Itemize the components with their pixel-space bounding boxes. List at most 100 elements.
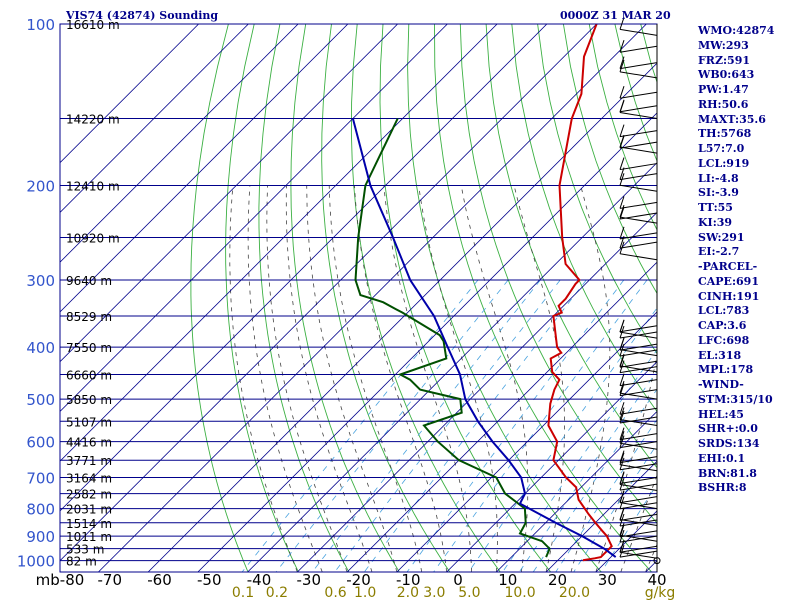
height-label: 6660 m (66, 369, 112, 383)
wind-barb-flag (619, 86, 625, 99)
index-item: SW:291 (698, 230, 745, 244)
wind-barb (619, 483, 658, 491)
wind-barb (619, 407, 658, 415)
index-item: TH:5768 (698, 127, 752, 141)
wind-barb-flag (619, 320, 625, 333)
wind-barb (619, 464, 658, 472)
isotherm (60, 24, 498, 462)
isotherm (60, 24, 548, 512)
wind-barb-flag (619, 402, 625, 415)
wind-barb (619, 463, 658, 471)
wind-barb (619, 343, 658, 351)
temperature-tick-label: -40 (247, 571, 272, 589)
wind-barb (619, 62, 658, 70)
wind-barb (619, 535, 658, 543)
isotherm (346, 261, 657, 572)
sounding-date: 0000Z 31 MAR 20 (560, 9, 671, 22)
pressure-tick-label: 500 (26, 391, 55, 409)
height-label: 16610 m (66, 18, 120, 32)
height-label: 1011 m (66, 530, 112, 544)
wind-barb-flag (619, 410, 625, 424)
wind-barb (619, 173, 658, 181)
wind-barb-flag (619, 523, 625, 536)
temperature-axis-labels: mb-80 -70 -60 -50 -40 -30 -20 -10 0 10 20 30 40 (36, 571, 667, 589)
wind-barb (619, 360, 658, 368)
mixing-ratio-label: 20.0 (559, 585, 590, 600)
height-label: 4416 m (66, 436, 112, 450)
mixing-ratio-line (363, 279, 587, 572)
height-label: 8529 m (66, 310, 112, 324)
mixing-ratio-line (406, 279, 625, 572)
index-item: TT:55 (698, 201, 733, 214)
mixing-ratio-labels: 0.1 0.2 0.6 1.0 2.0 3.0 5.0 10.0 20.0 g/kg (232, 585, 675, 600)
pressure-tick-label: 1000 (17, 553, 55, 571)
dry-adiabat (290, 24, 400, 572)
temperature-tick-label: -10 (396, 571, 421, 589)
indices-panel: WMO:42874 MW:293 FRZ:591 WB0:643 PW:1.47 RH:5… (698, 24, 774, 496)
mixing-ratio-label: 3.0 (423, 585, 445, 600)
wind-barb-flag (619, 157, 625, 170)
height-label: 5850 m (66, 393, 112, 407)
wind-barb (619, 216, 658, 224)
mixing-ratio-label: 0.2 (266, 585, 288, 600)
wind-barb-flag (619, 167, 625, 180)
dewpoint-line (354, 118, 551, 558)
wind-barb-flag (619, 490, 625, 503)
pressure-axis-labels: 100 200 300 400 500 600 700 800 900 1000 (17, 16, 55, 571)
pressure-tick-label: 900 (26, 528, 55, 546)
index-item: SRDS:134 (698, 437, 760, 450)
mixing-ratio-label: 10.0 (504, 585, 535, 600)
mixing-ratio-label: 5.0 (458, 585, 480, 600)
temperature-tick-label: -50 (197, 571, 222, 589)
wind-barb-flag (619, 124, 625, 137)
pressure-tick-label: 700 (26, 470, 55, 488)
index-item: LCL:783 (698, 304, 750, 318)
wind-barb (619, 253, 658, 261)
mixing-ratio-label: 0.1 (232, 585, 254, 600)
wind-barb-flag (619, 431, 625, 444)
index-item: LCL:919 (698, 156, 750, 170)
wind-barb (619, 545, 658, 553)
wind-barb (619, 392, 658, 400)
pressure-tick-label: 800 (26, 501, 55, 519)
dry-adiabat (511, 24, 657, 413)
wind-barb-flag (619, 17, 625, 30)
mixing-ratio-label: 2.0 (397, 585, 419, 600)
index-item: LFC:698 (698, 333, 750, 347)
wind-barb-flag (619, 427, 625, 440)
index-item: MPL:178 (698, 363, 754, 377)
temperature-tick-label: -60 (147, 571, 172, 589)
isotherm (446, 361, 657, 572)
wind-barb-flag (619, 457, 625, 470)
wind-barb (619, 71, 658, 79)
wind-barb (619, 365, 658, 373)
mixing-ratio-label: g/kg (645, 585, 676, 600)
moist-adiabat (328, 185, 423, 572)
wind-barb-flag (619, 204, 625, 218)
wind-barb-flag (619, 507, 625, 520)
index-item: PW:1.47 (698, 83, 749, 96)
height-labels: 16610 m 14220 m 12410 m 10920 m 9640 m 8529 m… (66, 18, 120, 569)
height-label: 82 m (66, 555, 97, 569)
index-item: LI:-4.8 (698, 171, 739, 185)
temperature-tick-label: -20 (346, 571, 371, 589)
pressure-tick-label: 600 (26, 434, 55, 452)
wind-barb (619, 513, 658, 521)
wind-barb (619, 433, 658, 441)
wind-barb-flag (619, 337, 625, 350)
wind-barb (619, 442, 658, 450)
isotherm (197, 112, 657, 572)
temperature-tick-label: 30 (598, 571, 617, 589)
wind-barb (619, 45, 658, 53)
index-item: RH:50.6 (698, 97, 749, 111)
wind-barb (619, 130, 658, 138)
wind-barb (619, 366, 658, 374)
isotherm (60, 24, 597, 562)
index-item: EL:318 (698, 348, 742, 362)
height-label: 2582 m (66, 488, 112, 502)
temperature-tick-label: 0 (453, 571, 463, 589)
wind-barb-flag (619, 226, 625, 239)
wind-barb (619, 419, 658, 426)
moist-adiabat (383, 185, 472, 572)
